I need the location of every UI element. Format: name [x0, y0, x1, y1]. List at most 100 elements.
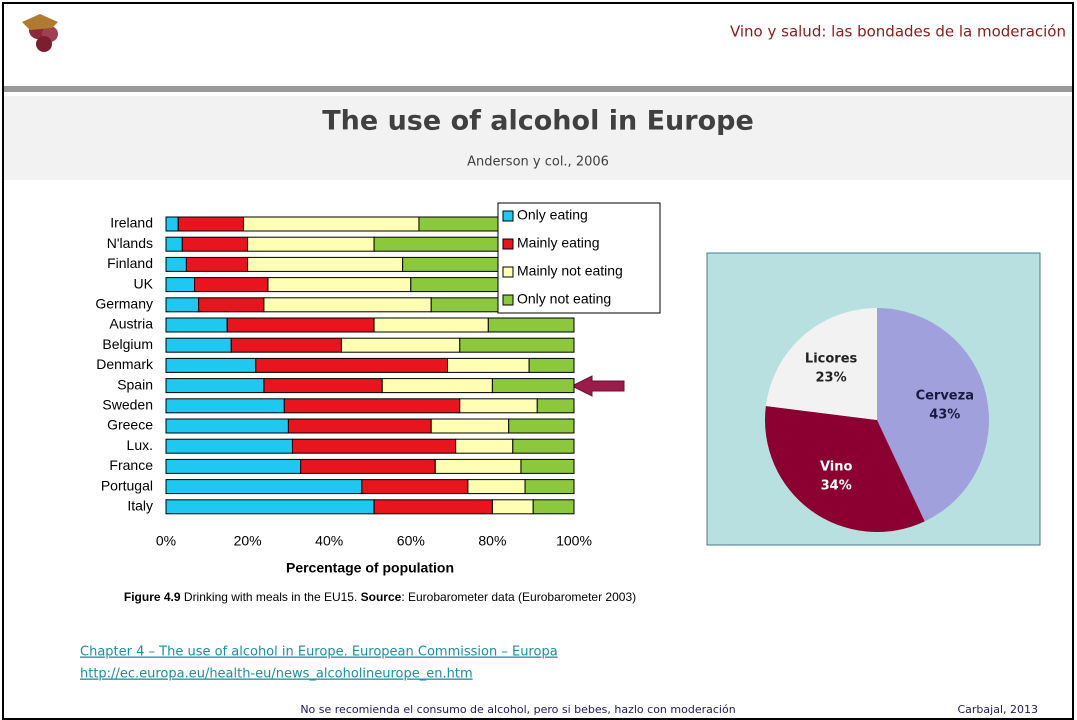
y-tick-label: Ireland	[110, 215, 153, 231]
y-tick-label: Germany	[95, 296, 153, 312]
title-box	[4, 96, 1072, 180]
bar-segment	[512, 438, 575, 454]
slide-subtitle: Anderson y col., 2006	[467, 155, 609, 170]
bar-segment	[430, 418, 510, 434]
slice-label: Cerveza	[916, 388, 974, 403]
bar-segment	[185, 256, 249, 272]
legend-box	[497, 202, 661, 314]
y-tick-label: Finland	[107, 255, 153, 271]
bar-segment	[459, 337, 575, 353]
bar-segment	[491, 378, 575, 394]
bar-segment	[165, 398, 285, 414]
x-tick-label: 40%	[315, 533, 343, 549]
arrow	[570, 375, 625, 397]
bar-segment	[263, 378, 383, 394]
bar-segment	[283, 398, 461, 414]
y-tick-label: Belgium	[102, 336, 153, 352]
bar-segment	[165, 438, 293, 454]
y-tick-label: Greece	[107, 417, 153, 433]
caption-text: Drinking with meals in the EU15.	[180, 590, 361, 604]
bar-segment	[226, 317, 375, 333]
bar-segment	[300, 458, 436, 474]
bar-segment	[508, 418, 575, 434]
legend-label: Only eating	[517, 207, 588, 223]
y-tick-label: Spain	[117, 376, 153, 392]
bar-segment	[528, 357, 575, 373]
y-tick-label: Lux.	[127, 437, 153, 453]
y-tick-label: N'lands	[107, 235, 153, 251]
slice-label: Licores	[805, 351, 858, 366]
slice-value: 34%	[821, 479, 852, 494]
pie-slice	[765, 405, 925, 532]
x-tick-label: 80%	[478, 533, 506, 549]
bar-segment	[340, 337, 461, 353]
slice-value: 43%	[929, 407, 960, 422]
bar-segment	[230, 337, 342, 353]
bar-segment	[165, 236, 183, 252]
bar-segment	[165, 216, 179, 232]
x-tick-label: 0%	[156, 533, 176, 549]
y-tick-label: Denmark	[96, 356, 154, 372]
legend-label: Mainly not eating	[517, 263, 623, 279]
logo	[22, 14, 58, 52]
header-rule	[4, 86, 1072, 92]
y-tick-label: Italy	[127, 498, 153, 514]
caption-source-label: Source	[360, 590, 402, 604]
bar-segment	[291, 438, 457, 454]
slide-title: The use of alcohol in Europe	[322, 106, 754, 137]
bar-segment	[177, 216, 245, 232]
bar-segment	[165, 337, 232, 353]
bar-segment	[165, 357, 257, 373]
y-tick-label: Portugal	[101, 477, 153, 493]
bar-segment	[373, 499, 493, 515]
header-bar	[4, 4, 1072, 86]
slice-label: Vino	[820, 460, 853, 475]
bar-segment	[491, 499, 534, 515]
header-title: Vino y salud: las bondades de la moderac…	[730, 23, 1066, 41]
x-axis-title: Percentage of population	[286, 560, 454, 576]
bar-segment	[532, 499, 575, 515]
bar-segment	[524, 479, 575, 495]
bar-segment	[263, 297, 432, 313]
legend-label: Only not eating	[517, 291, 611, 307]
bar-segment	[536, 398, 575, 414]
bar-segment	[165, 499, 375, 515]
bar-segment	[267, 277, 412, 293]
bar-segment	[198, 297, 265, 313]
caption-label: Figure 4.9	[123, 590, 181, 604]
bar-segment	[487, 317, 575, 333]
y-tick-label: France	[109, 457, 153, 473]
bar-segment	[287, 418, 432, 434]
pie-slice	[765, 308, 877, 420]
bar-segment	[373, 317, 489, 333]
legend-swatch	[502, 238, 514, 250]
bar-segment	[165, 479, 363, 495]
bar-segment	[361, 479, 469, 495]
x-tick-label: 60%	[397, 533, 425, 549]
bar-segment	[194, 277, 269, 293]
bar-segment	[247, 256, 404, 272]
bar-segment	[520, 458, 575, 474]
bar-segment	[165, 418, 289, 434]
bar-segment	[455, 438, 514, 454]
x-tick-label: 100%	[556, 533, 592, 549]
bar-segment	[165, 277, 196, 293]
legend-swatch	[502, 266, 514, 278]
bar-segment	[434, 458, 522, 474]
link[interactable]: http://ec.europa.eu/health-eu/news_alcoh…	[80, 667, 473, 682]
bar-segment	[165, 458, 302, 474]
bar-segment	[181, 236, 249, 252]
x-tick-label: 20%	[234, 533, 262, 549]
legend-swatch	[502, 294, 514, 306]
link[interactable]: Chapter 4 – The use of alcohol in Europe…	[80, 645, 558, 660]
slice-value: 23%	[816, 370, 847, 385]
bar-segment	[447, 357, 530, 373]
footer-credit: Carbajal, 2013	[957, 703, 1038, 716]
bar-segment	[243, 216, 420, 232]
bar-segment	[255, 357, 449, 373]
y-tick-label: Austria	[109, 316, 153, 332]
bar-segment	[165, 297, 200, 313]
